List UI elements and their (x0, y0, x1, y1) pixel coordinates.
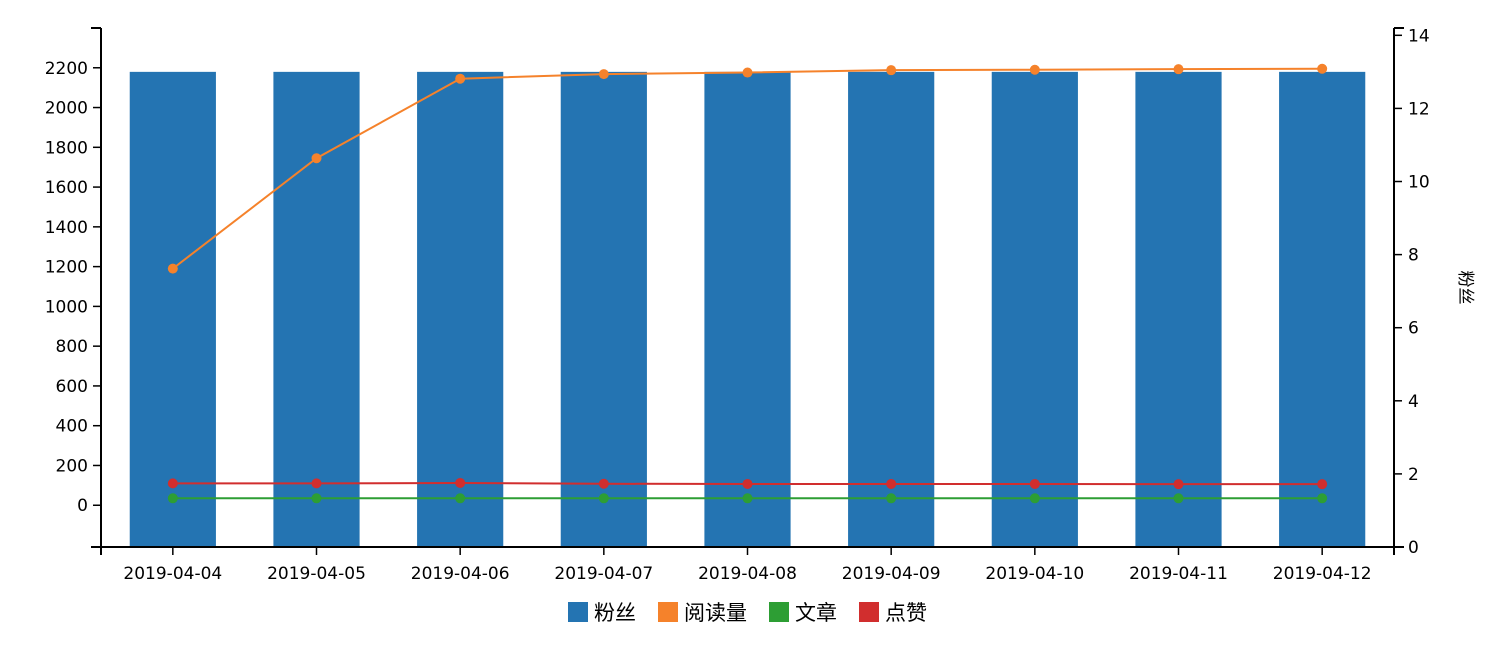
series-point-2-2019-04-10 (1029, 493, 1040, 504)
y-left-tick-label: 1400 (45, 218, 88, 238)
series-point-1-2019-04-05 (311, 153, 322, 164)
series-point-3-2019-04-07 (598, 478, 609, 489)
x-tick-label: 2019-04-12 (1273, 564, 1372, 584)
bar-2019-04-09 (848, 71, 935, 548)
series-point-3-2019-04-09 (886, 478, 897, 489)
y-right-tick-label: 10 (1408, 173, 1430, 193)
bar-2019-04-11 (1135, 71, 1222, 548)
lines-layer (167, 63, 1328, 504)
series-point-3-2019-04-05 (311, 478, 322, 489)
bar-2019-04-12 (1279, 71, 1366, 548)
series-point-2-2019-04-07 (598, 493, 609, 504)
series-point-3-2019-04-04 (167, 478, 178, 489)
x-tick-label: 2019-04-10 (985, 564, 1084, 584)
bars-layer (129, 71, 1366, 548)
legend-swatch-4 (859, 602, 879, 622)
series-point-1-2019-04-07 (598, 69, 609, 80)
axes-layer: 0200400600800100012001400160018002000220… (45, 26, 1475, 584)
series-point-3-2019-04-06 (455, 477, 466, 488)
y-left-tick-label: 2200 (45, 59, 88, 79)
series-point-3-2019-04-11 (1173, 479, 1184, 490)
y-right-tick-label: 2 (1408, 465, 1419, 485)
y-left-tick-label: 1600 (45, 178, 88, 198)
y-left-tick-label: 600 (56, 377, 88, 397)
series-point-1-2019-04-06 (455, 73, 466, 84)
series-point-3-2019-04-08 (742, 478, 753, 489)
series-point-1-2019-04-04 (167, 263, 178, 274)
series-point-2-2019-04-12 (1317, 493, 1328, 504)
x-tick-label: 2019-04-09 (842, 564, 941, 584)
bar-2019-04-07 (560, 71, 647, 548)
series-point-1-2019-04-08 (742, 67, 753, 78)
legend-label-1: 粉丝 (594, 601, 636, 625)
y-left-tick-label: 1000 (45, 297, 88, 317)
y-left-tick-label: 1800 (45, 138, 88, 158)
y-right-tick-label: 6 (1408, 319, 1419, 339)
x-tick-label: 2019-04-08 (698, 564, 797, 584)
series-point-2-2019-04-08 (742, 493, 753, 504)
series-point-3-2019-04-10 (1029, 478, 1040, 489)
series-point-1-2019-04-09 (886, 65, 897, 76)
y-left-tick-label: 800 (56, 337, 88, 357)
legend-label-2: 阅读量 (684, 601, 747, 625)
series-point-2-2019-04-09 (886, 493, 897, 504)
bar-2019-04-04 (129, 71, 216, 548)
y-left-tick-label: 0 (77, 496, 88, 516)
x-tick-label: 2019-04-11 (1129, 564, 1228, 584)
series-point-2-2019-04-06 (455, 493, 466, 504)
series-point-1-2019-04-11 (1173, 64, 1184, 75)
y-left-tick-label: 2000 (45, 99, 88, 119)
y-left-tick-label: 1200 (45, 258, 88, 278)
x-tick-label: 2019-04-06 (411, 564, 510, 584)
x-tick-label: 2019-04-05 (267, 564, 366, 584)
series-point-1-2019-04-12 (1317, 63, 1328, 74)
bar-2019-04-06 (417, 71, 504, 548)
legend-swatch-2 (658, 602, 678, 622)
legend-swatch-3 (769, 602, 789, 622)
y-right-tick-label: 4 (1408, 392, 1419, 412)
bar-2019-04-10 (991, 71, 1078, 548)
y-axis-right-title: 粉丝 (1455, 271, 1475, 305)
x-tick-label: 2019-04-07 (554, 564, 653, 584)
y-right-tick-label: 0 (1408, 538, 1419, 558)
bar-2019-04-08 (704, 71, 791, 548)
series-point-3-2019-04-12 (1317, 479, 1328, 490)
legend-label-4: 点赞 (885, 601, 927, 625)
series-point-2-2019-04-05 (311, 493, 322, 504)
y-left-tick-label: 200 (56, 456, 88, 476)
y-left-tick-label: 400 (56, 417, 88, 437)
legend-swatch-1 (568, 602, 588, 622)
bar-2019-04-05 (273, 71, 360, 548)
series-point-2-2019-04-04 (167, 493, 178, 504)
series-point-1-2019-04-10 (1029, 64, 1040, 75)
series-point-2-2019-04-11 (1173, 493, 1184, 504)
x-tick-label: 2019-04-04 (123, 564, 222, 584)
legend: 粉丝 阅读量 文章 点赞 (568, 601, 927, 625)
legend-label-3: 文章 (795, 601, 837, 625)
y-right-tick-label: 12 (1408, 99, 1430, 119)
y-right-tick-label: 14 (1408, 26, 1430, 46)
y-right-tick-label: 8 (1408, 246, 1419, 266)
